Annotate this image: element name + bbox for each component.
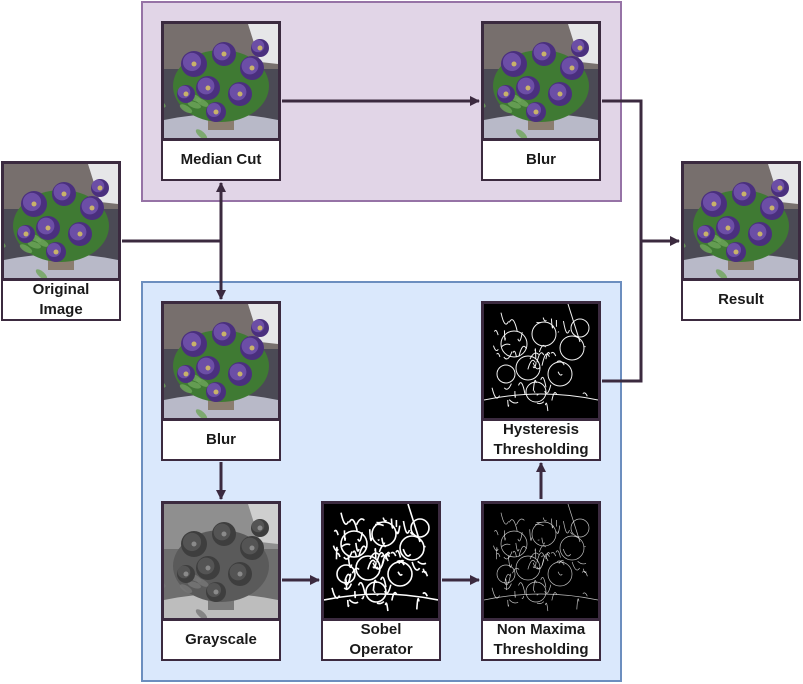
original-image-thumbnail: [1, 161, 121, 281]
hysteresis-thumbnail: [481, 301, 601, 421]
node-hysteresis-thresholding: Hysteresis Thresholding: [481, 301, 601, 461]
blur-bottom-label: Blur: [161, 421, 281, 461]
node-blur-top: Blur: [481, 21, 601, 181]
node-non-maxima-thresholding: Non Maxima Thresholding: [481, 501, 601, 661]
node-blur-bottom: Blur: [161, 301, 281, 461]
sobel-thumbnail: [321, 501, 441, 621]
hysteresis-label: Hysteresis Thresholding: [481, 421, 601, 461]
median-cut-label: Median Cut: [161, 141, 281, 181]
sobel-label: Sobel Operator: [321, 621, 441, 661]
node-original-image: Original Image: [1, 161, 121, 321]
non-maxima-label: Non Maxima Thresholding: [481, 621, 601, 661]
blur-top-label: Blur: [481, 141, 601, 181]
grayscale-thumbnail: [161, 501, 281, 621]
node-grayscale: Grayscale: [161, 501, 281, 661]
grayscale-label: Grayscale: [161, 621, 281, 661]
node-result: Result: [681, 161, 801, 321]
median-cut-thumbnail: [161, 21, 281, 141]
result-label: Result: [681, 281, 801, 321]
blur-bottom-thumbnail: [161, 301, 281, 421]
original-image-label: Original Image: [1, 281, 121, 321]
node-median-cut: Median Cut: [161, 21, 281, 181]
blur-top-thumbnail: [481, 21, 601, 141]
non-maxima-thumbnail: [481, 501, 601, 621]
node-sobel-operator: Sobel Operator: [321, 501, 441, 661]
result-thumbnail: [681, 161, 801, 281]
